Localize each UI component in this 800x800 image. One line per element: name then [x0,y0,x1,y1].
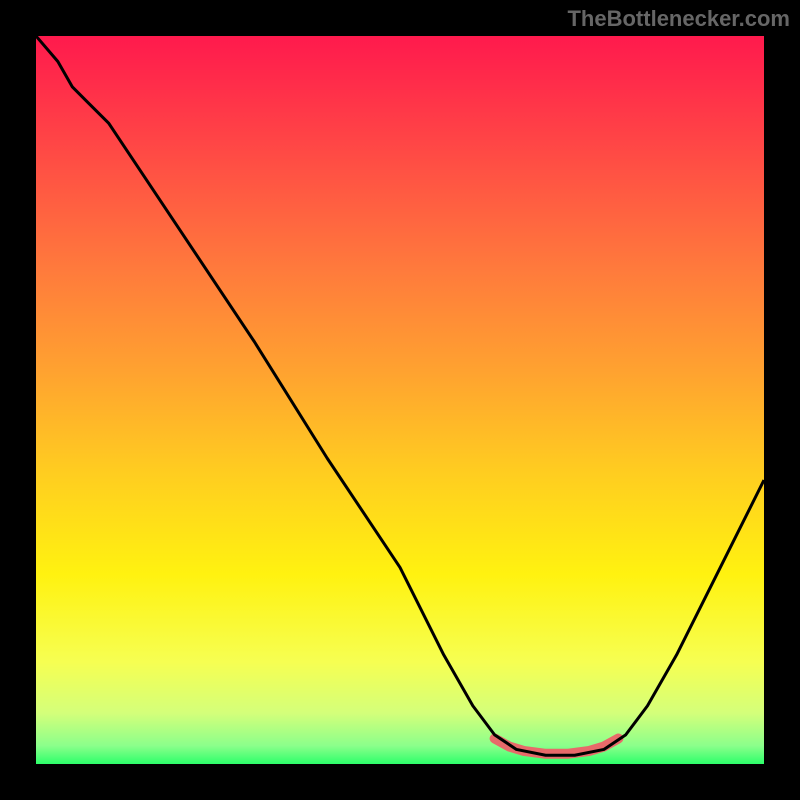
gradient-background [36,36,764,764]
plot-area [36,36,764,764]
chart-container: TheBottlenecker.com [0,0,800,800]
gradient-and-curve-svg [36,36,764,764]
watermark-text: TheBottlenecker.com [567,6,790,32]
